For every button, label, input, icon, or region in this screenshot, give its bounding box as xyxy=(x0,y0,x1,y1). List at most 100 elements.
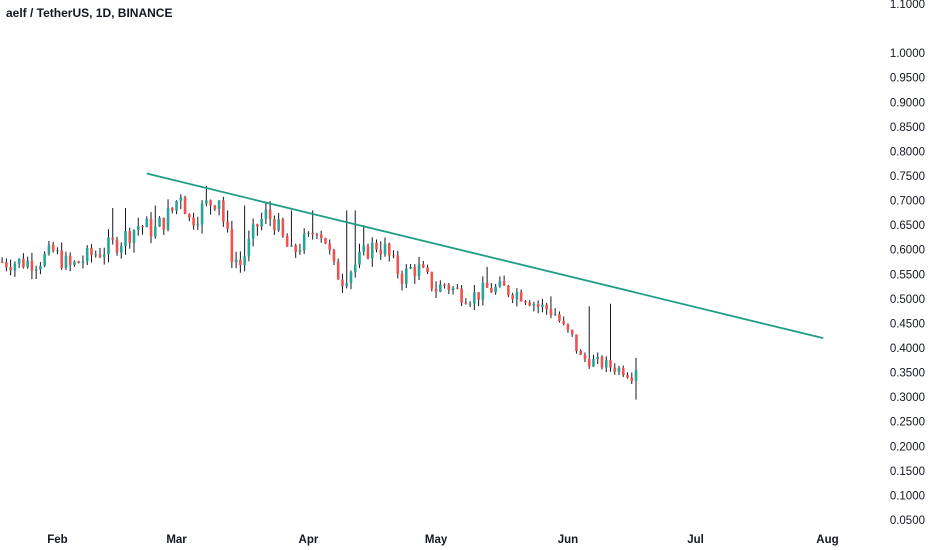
candle-body xyxy=(409,267,412,269)
candle-body xyxy=(604,360,608,368)
candle-body xyxy=(39,265,42,270)
candle-body xyxy=(307,232,310,234)
candle-body xyxy=(400,273,404,284)
candle-body xyxy=(183,197,187,215)
candle-body xyxy=(136,226,140,231)
candle-body xyxy=(34,269,38,271)
candle-body xyxy=(192,217,195,226)
y-tick-label: 0.8500 xyxy=(890,122,925,134)
y-tick-label: 0.9000 xyxy=(890,97,925,109)
candle-body xyxy=(485,282,489,288)
candle-body xyxy=(128,231,132,244)
y-tick-label: 0.8000 xyxy=(890,146,925,158)
candle-body xyxy=(102,254,106,257)
candle-body xyxy=(481,282,485,300)
candle-body xyxy=(451,287,455,291)
candle-body xyxy=(141,226,144,228)
candle-body xyxy=(413,267,417,277)
candle-body xyxy=(621,367,625,376)
candle-body xyxy=(22,258,25,268)
candle-body xyxy=(239,259,242,266)
candle-body xyxy=(145,218,149,228)
candle-body xyxy=(600,356,604,368)
candle-body xyxy=(175,200,178,211)
candle-body xyxy=(434,288,438,292)
candle-body xyxy=(545,304,548,310)
candle-body xyxy=(51,244,55,252)
candle-body xyxy=(626,375,629,378)
candle-body xyxy=(85,247,89,262)
candle-body xyxy=(515,292,519,300)
candle-body xyxy=(162,217,166,230)
candle-body xyxy=(583,354,587,360)
candle-body xyxy=(273,219,276,231)
candle-body xyxy=(132,230,136,244)
candle-body xyxy=(549,309,553,316)
candle-body xyxy=(387,243,391,256)
y-tick-label: 1.1000 xyxy=(890,0,925,11)
candle-body xyxy=(5,262,8,268)
candle-body xyxy=(319,234,323,238)
candle-body xyxy=(460,288,463,303)
candle-body xyxy=(170,207,174,211)
candle-body xyxy=(73,261,76,265)
candle-body xyxy=(490,287,493,293)
candle-body xyxy=(579,350,583,355)
candle-body xyxy=(332,249,336,262)
candle-body xyxy=(575,334,578,351)
trendline xyxy=(146,172,824,340)
candle-body xyxy=(630,377,634,381)
candle-body xyxy=(290,245,293,247)
candle-body xyxy=(541,304,544,307)
candle-body xyxy=(349,272,353,284)
candle-body xyxy=(464,302,468,304)
candle-body xyxy=(17,258,21,264)
candle-body xyxy=(507,285,510,295)
candle-body xyxy=(558,314,561,322)
candle-body xyxy=(13,263,17,271)
candle-body xyxy=(311,232,314,235)
candle-body xyxy=(426,267,429,272)
candle-body xyxy=(43,253,46,266)
candle-body xyxy=(336,261,340,280)
x-tick-label: Mar xyxy=(166,534,187,546)
y-tick-label: 0.3000 xyxy=(890,392,925,404)
candle-body xyxy=(524,301,527,303)
candle-body xyxy=(562,321,565,325)
candle-body xyxy=(281,219,285,237)
y-tick-label: 0.9500 xyxy=(890,73,925,85)
candle-body xyxy=(456,287,459,289)
candle-body xyxy=(205,200,208,204)
candle-body xyxy=(56,250,59,252)
candle-body xyxy=(392,255,395,257)
candle-body xyxy=(285,236,289,247)
candle-body xyxy=(256,224,259,227)
candle-body xyxy=(383,243,387,255)
candle-body xyxy=(375,242,378,250)
candle-body xyxy=(213,205,217,210)
candle-body xyxy=(30,260,34,271)
candle-body xyxy=(188,214,191,218)
candle-body xyxy=(90,247,93,256)
candle-body xyxy=(277,219,280,231)
candle-body xyxy=(298,250,302,253)
candle-body xyxy=(77,261,81,263)
candle-body xyxy=(107,237,110,255)
candle-body xyxy=(158,217,161,227)
candle-body xyxy=(570,329,574,335)
x-tick-label: Jun xyxy=(558,534,578,546)
x-tick-label: Aug xyxy=(816,534,838,546)
candle-body xyxy=(196,224,200,226)
chart-title: aelf / TetherUS, 1D, BINANCE xyxy=(6,6,173,20)
candle-body xyxy=(430,271,434,289)
candle-body xyxy=(0,262,4,263)
candle-body xyxy=(404,268,408,284)
candle-body xyxy=(536,304,540,307)
candle-body xyxy=(519,292,523,302)
candle-body xyxy=(379,249,383,255)
candle-body xyxy=(217,200,221,210)
candle-body xyxy=(124,231,127,246)
y-tick-label: 0.5000 xyxy=(890,294,925,306)
candle-body xyxy=(222,200,225,222)
